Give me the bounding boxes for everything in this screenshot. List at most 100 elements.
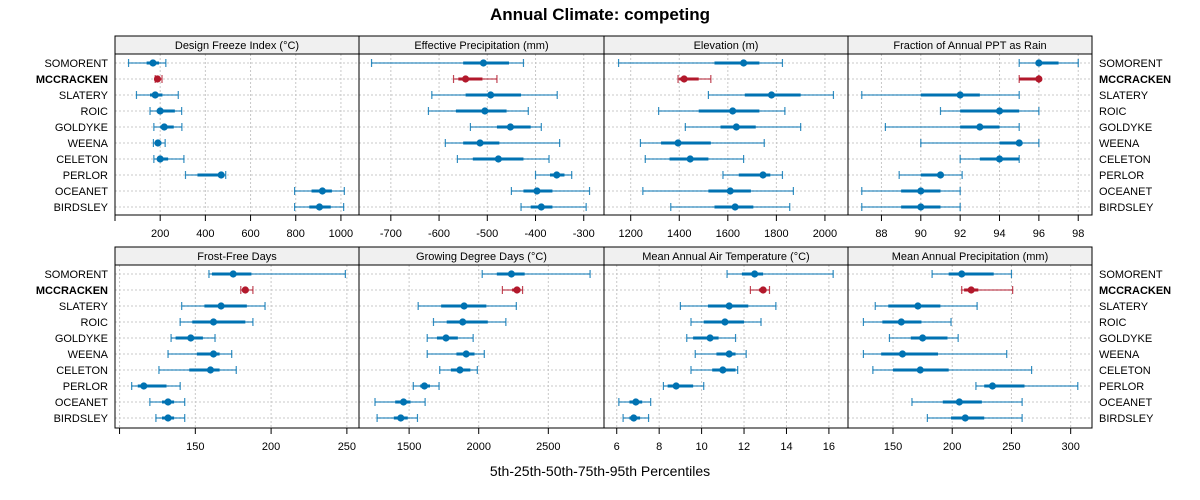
median-point (241, 286, 249, 294)
tick-label: 8 (656, 441, 662, 453)
percentile-mark-roic (432, 318, 507, 326)
row-label-right: OCEANET (1099, 186, 1152, 198)
percentile-mark-oceanet (642, 187, 794, 195)
percentile-mark-mccracken (452, 75, 498, 83)
row-label-right: GOLDYKE (1099, 122, 1152, 134)
median-point (479, 59, 488, 67)
median-point (217, 302, 225, 310)
percentile-mark-somorent (370, 59, 525, 67)
median-point (1035, 75, 1043, 83)
row-label-left: ROIC (81, 106, 109, 118)
percentile-mark-oceanet (149, 398, 186, 406)
row-label-left: SOMORENT (44, 58, 108, 70)
median-point (914, 302, 922, 310)
row-label-right: SOMORENT (1099, 58, 1163, 70)
chart-title: Annual Climate: competing (489, 5, 711, 24)
median-point (967, 286, 975, 294)
percentile-mark-birdsley (670, 203, 791, 211)
row-label-left: GOLDYKE (55, 122, 108, 134)
median-point (160, 123, 168, 131)
percentile-mark-goldyke (684, 123, 802, 131)
row-label-right: ROIC (1099, 106, 1127, 118)
row-label-right: SOMORENT (1099, 269, 1163, 281)
median-point (988, 382, 997, 390)
percentile-mark-somorent (931, 270, 1013, 278)
percentile-mark-weena (426, 350, 485, 358)
tick-label: 96 (1033, 228, 1045, 240)
row-label-left: WEENA (68, 138, 109, 150)
percentile-mark-perlor (184, 171, 227, 179)
median-point (976, 123, 984, 131)
percentile-mark-slatery (861, 91, 1020, 99)
median-point (732, 123, 740, 131)
row-label-right: OCEANET (1099, 397, 1152, 409)
tick-label: 1500 (397, 441, 421, 453)
percentile-mark-oceanet (294, 187, 345, 195)
percentile-mark-birdsley (622, 414, 650, 422)
median-point (164, 414, 172, 422)
median-point (680, 75, 688, 83)
panel-title: Fraction of Annual PPT as Rain (893, 40, 1046, 52)
tick-label: -300 (573, 228, 595, 240)
row-label-left: BIRDSLEY (54, 202, 109, 214)
median-point (140, 382, 148, 390)
tick-label: 6 (614, 441, 620, 453)
median-point (936, 171, 945, 179)
median-point (397, 414, 405, 422)
panel-border (114, 264, 360, 429)
percentile-mark-slatery (707, 91, 835, 99)
percentile-mark-birdsley (155, 414, 186, 422)
panel-border (847, 53, 1093, 216)
row-label-right: WEENA (1099, 138, 1140, 150)
percentile-mark-oceanet (510, 187, 591, 195)
panel-title: Design Freeze Index (°C) (175, 40, 299, 52)
median-point (726, 187, 734, 195)
row-label-left: MCCRACKEN (36, 74, 108, 86)
percentile-mark-birdsley (376, 414, 419, 422)
median-point (956, 91, 964, 99)
median-point (917, 187, 925, 195)
percentile-mark-celeton (690, 366, 739, 374)
row-label-right: BIRDSLEY (1099, 202, 1154, 214)
panel: Design Freeze Index (°C) 200 400 600 800 1000 (114, 35, 360, 240)
row-label-right: MCCRACKEN (1099, 74, 1171, 86)
median-point (751, 270, 759, 278)
percentile-mark-weena (920, 139, 1040, 147)
median-point (995, 155, 1004, 163)
tick-label: 14 (780, 441, 792, 453)
median-point (462, 350, 470, 358)
tick-label: 2000 (813, 228, 837, 240)
median-point (759, 171, 767, 179)
panel-title: Mean Annual Precipitation (mm) (892, 251, 1049, 263)
percentile-mark-perlor (898, 171, 963, 179)
row-label-left: OCEANET (55, 186, 108, 198)
percentile-mark-slatery (181, 302, 266, 310)
tick-label: 88 (875, 228, 887, 240)
percentile-mark-roic (149, 107, 183, 115)
median-point (481, 107, 489, 115)
panel: Growing Degree Days (°C) 1500 2000 2500 (358, 246, 605, 453)
percentile-mark-celeton (153, 155, 185, 163)
percentile-mark-birdsley (520, 203, 587, 211)
percentile-mark-slatery (874, 302, 978, 310)
percentile-mark-birdsley (294, 203, 345, 211)
tick-label: 12 (738, 441, 750, 453)
median-point (955, 398, 963, 406)
median-point (630, 414, 638, 422)
median-point (494, 155, 502, 163)
tick-label: -700 (380, 228, 402, 240)
panel: Elevation (m) 1200 1400 1600 1800 2000 (603, 35, 849, 240)
tick-label: 600 (241, 228, 259, 240)
panel: Effective Precipitation (mm) -700 -600 -500… (358, 35, 605, 240)
row-label-left: CELETON (56, 365, 108, 377)
percentile-mark-slatery (135, 91, 179, 99)
tick-label: 150 (884, 441, 902, 453)
percentile-mark-goldyke (884, 123, 1020, 131)
percentile-mark-somorent (208, 270, 346, 278)
row-label-left: PERLOR (63, 170, 108, 182)
panel: Mean Annual Precipitation (mm) 150 200 250 3… (847, 246, 1093, 453)
percentile-mark-mccracken (501, 286, 524, 294)
median-point (725, 350, 733, 358)
median-point (674, 139, 682, 147)
median-point (731, 203, 739, 211)
